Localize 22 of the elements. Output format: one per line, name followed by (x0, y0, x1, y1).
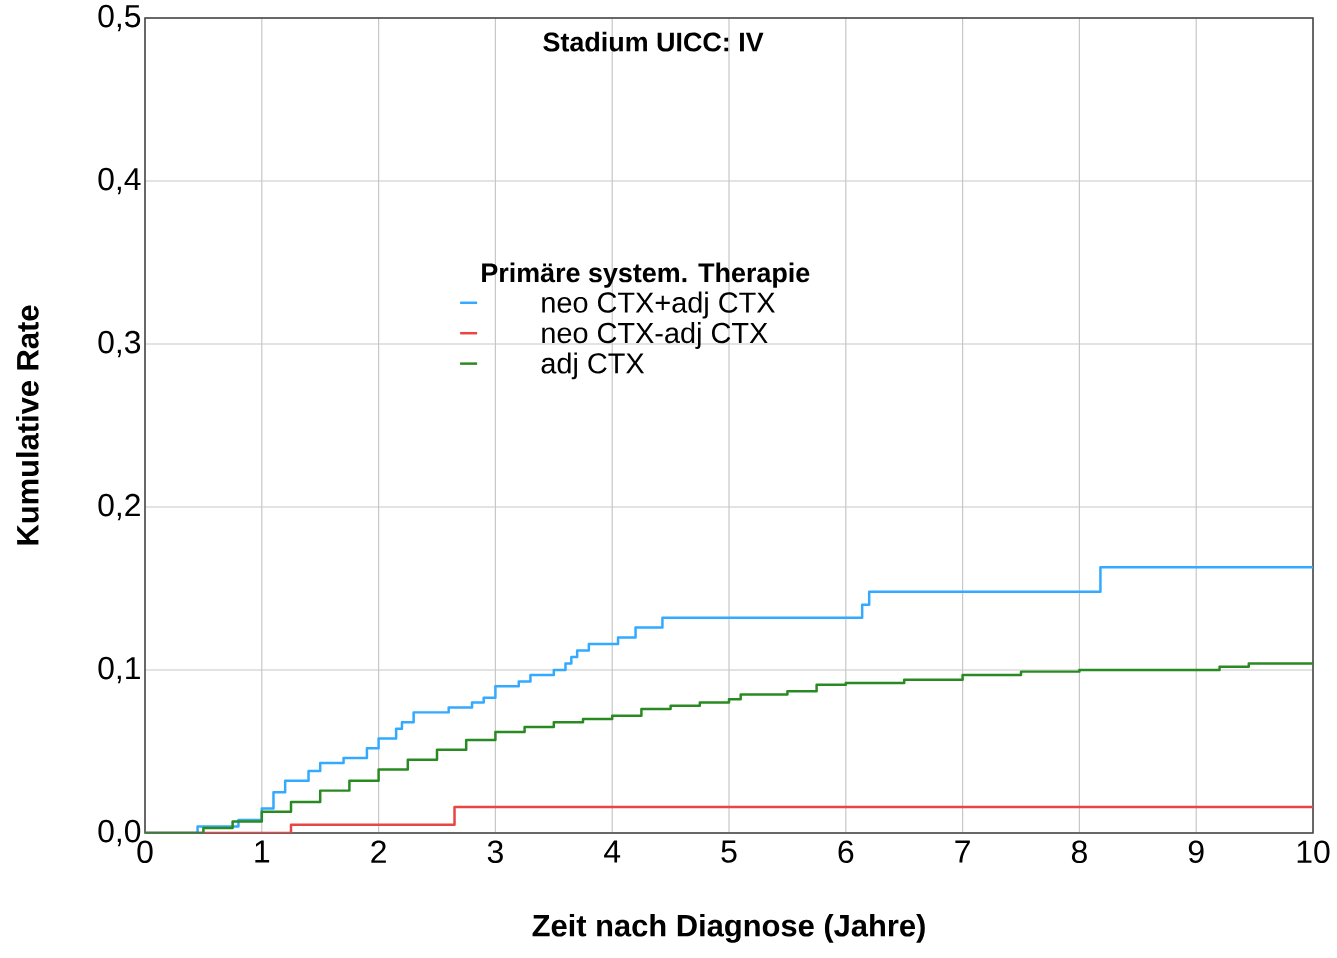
x-axis-title: Zeit nach Diagnose (Jahre) (532, 913, 925, 943)
x-tick-label: 1 (255, 840, 270, 863)
y-tick-label: 0,3 (98, 330, 141, 358)
x-tick-label: 7 (955, 840, 970, 863)
legend-title: Primäre system. Therapie (482, 262, 810, 288)
legend-label: adj CTX (541, 352, 645, 380)
legend-label: neo CTX-adj CTX (542, 321, 768, 349)
x-tick-label: 3 (487, 840, 503, 864)
x-tick-label: 10 (1297, 840, 1330, 864)
x-tick-label: 4 (604, 840, 621, 863)
y-tick-label: 0,5 (98, 4, 141, 32)
y-tick-label: 0,4 (98, 167, 141, 195)
y-axis-title: Kumulative Rate (16, 305, 39, 545)
legend-label: neo CTX+adj CTX (542, 291, 775, 319)
y-tick-label: 0,1 (98, 656, 140, 684)
x-tick-label: 8 (1071, 840, 1087, 864)
chart-title: Stadium UICC: IV (543, 31, 764, 52)
x-tick-label: 6 (838, 840, 854, 864)
y-tick-label: 0,2 (98, 493, 140, 521)
x-tick-label: 2 (371, 840, 386, 863)
x-tick-label: 9 (1188, 840, 1204, 864)
x-tick-label: 5 (721, 840, 737, 863)
